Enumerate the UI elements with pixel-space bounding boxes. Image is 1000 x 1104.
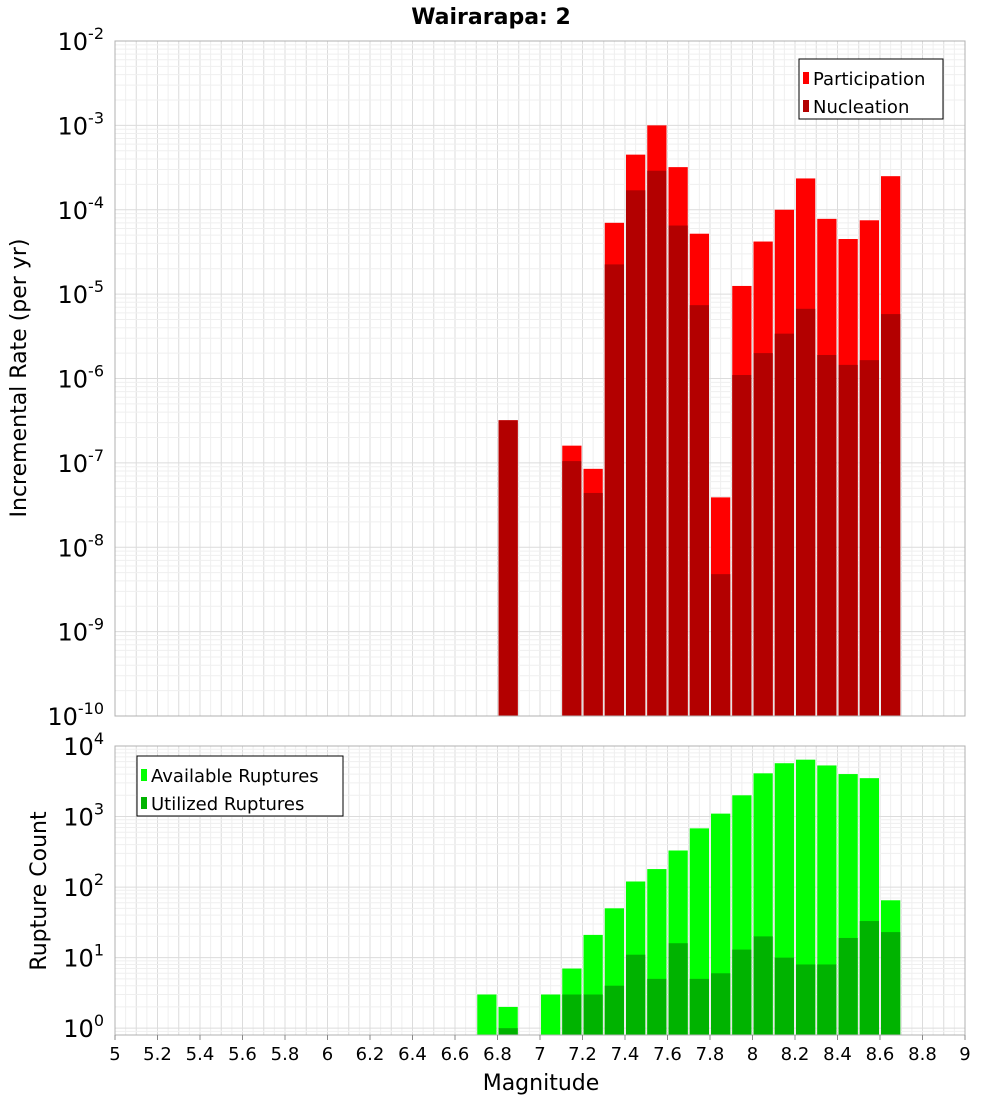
x-tick-label: 7.2 <box>568 1044 597 1065</box>
count-legend-label: Utilized Ruptures <box>151 794 304 815</box>
count-bar-available-ruptures <box>541 994 561 1035</box>
count-y-tick-label: 101 <box>63 941 104 973</box>
count-bar-available-ruptures <box>477 994 497 1035</box>
count-bar-utilized-ruptures <box>647 978 667 1035</box>
rate-bar-nucleation <box>626 190 646 716</box>
rate-bar-nucleation <box>838 364 858 716</box>
rate-bar-nucleation <box>689 305 709 716</box>
count-legend-swatch <box>141 769 147 781</box>
rate-bar-nucleation <box>796 308 816 716</box>
rate-y-tick-label: 10-9 <box>58 615 105 647</box>
count-bar-utilized-ruptures <box>604 985 624 1035</box>
x-tick-label: 6.8 <box>483 1044 512 1065</box>
count-bar-utilized-ruptures <box>498 1028 518 1035</box>
rate-legend-label: Nucleation <box>813 97 909 118</box>
rate-bar-nucleation <box>732 375 752 716</box>
count-bar-utilized-ruptures <box>668 943 688 1035</box>
count-bar-available-ruptures <box>498 1006 518 1035</box>
x-tick-label: 8.4 <box>823 1044 852 1065</box>
count-bar-utilized-ruptures <box>732 949 752 1035</box>
rate-legend-label: Participation <box>813 69 925 90</box>
count-bar-utilized-ruptures <box>881 932 901 1035</box>
x-tick-label: 8.6 <box>866 1044 895 1065</box>
count-legend-box <box>136 755 344 817</box>
x-tick-label: 5.8 <box>271 1044 300 1065</box>
x-tick-label: 8.2 <box>781 1044 810 1065</box>
rate-y-tick-label: 10-8 <box>58 530 105 562</box>
count-legend: Available Ruptures Utilized Ruptures <box>136 755 344 817</box>
count-y-tick-label: 104 <box>63 729 104 761</box>
x-tick-label: 9 <box>959 1044 970 1065</box>
rate-bar-nucleation <box>753 353 773 716</box>
magnitude-axis-label: Magnitude <box>483 1071 600 1096</box>
chart-title: Wairarapa: 2 <box>411 5 571 30</box>
count-bar-utilized-ruptures <box>817 964 837 1035</box>
count-y-tick-label: 103 <box>63 800 104 832</box>
rate-y-tick-label: 10-5 <box>58 277 105 309</box>
rate-bar-nucleation <box>562 461 582 716</box>
rate-y-tick-label: 10-2 <box>58 24 105 56</box>
rate-y-tick-label: 10-4 <box>58 193 105 225</box>
count-bar-utilized-ruptures <box>626 954 646 1035</box>
rate-y-tick-label: 10-6 <box>58 362 105 394</box>
rate-bar-nucleation <box>859 360 879 716</box>
x-tick-label: 6.2 <box>356 1044 385 1065</box>
rupture-count-axis-label: Rupture Count <box>27 811 52 971</box>
rate-bar-nucleation <box>668 225 688 716</box>
count-bar-utilized-ruptures <box>838 937 858 1035</box>
count-bar-utilized-ruptures <box>689 978 709 1035</box>
count-y-tick-label: 100 <box>63 1011 104 1043</box>
count-bar-utilized-ruptures <box>562 994 582 1035</box>
rate-plot-frame <box>114 40 966 717</box>
rate-bar-nucleation <box>604 264 624 716</box>
count-bar-utilized-ruptures <box>711 973 731 1035</box>
rate-plot: 10-10 10-9 10-8 10-7 10-6 10-5 10-4 10-3 10-2 Par… <box>47 24 966 731</box>
rate-axis-label: Incremental Rate (per yr) <box>7 239 32 518</box>
x-tick-label: 5.4 <box>186 1044 215 1065</box>
count-bar-utilized-ruptures <box>583 994 603 1035</box>
x-tick-label: 5.6 <box>228 1044 257 1065</box>
rate-bar-nucleation <box>881 314 901 716</box>
rate-bar-nucleation <box>711 574 731 716</box>
rate-bar-nucleation <box>498 420 518 716</box>
x-tick-label: 7.4 <box>611 1044 640 1065</box>
count-legend-swatch <box>141 797 147 809</box>
count-bar-utilized-ruptures <box>859 921 879 1035</box>
rate-bar-nucleation <box>774 333 794 716</box>
count-bar-utilized-ruptures <box>774 957 794 1035</box>
x-tick-label: 8 <box>747 1044 758 1065</box>
x-tick-label: 8.8 <box>908 1044 937 1065</box>
rate-legend-box <box>798 58 944 120</box>
x-tick-label: 6.4 <box>398 1044 427 1065</box>
x-tick-label: 6 <box>322 1044 333 1065</box>
rupture-count-plot: 100 101 102 103 104 5 5.2 5.4 5.6 5.8 6 6.2 6.4 6.6 6.… <box>63 729 970 1065</box>
rate-bar-nucleation <box>583 492 603 716</box>
x-tick-label: 6.6 <box>441 1044 470 1065</box>
x-tick-label: 7.6 <box>653 1044 682 1065</box>
rate-bar-nucleation <box>817 354 837 716</box>
x-tick-label: 7 <box>534 1044 545 1065</box>
count-legend-label: Available Ruptures <box>151 766 319 787</box>
rate-y-tick-label: 10-3 <box>58 108 105 140</box>
count-y-tick-label: 102 <box>63 870 104 902</box>
x-tick-label: 7.8 <box>696 1044 725 1065</box>
rate-legend: Participation Nucleation <box>798 58 944 120</box>
count-bar-utilized-ruptures <box>796 964 816 1035</box>
rate-y-tick-label: 10-10 <box>47 699 104 731</box>
rate-legend-swatch <box>803 72 809 84</box>
x-tick-label: 5.2 <box>143 1044 172 1065</box>
x-tick-label: 5 <box>109 1044 120 1065</box>
count-bar-utilized-ruptures <box>753 936 773 1035</box>
rate-y-tick-label: 10-7 <box>58 446 105 478</box>
rate-legend-swatch <box>803 100 809 112</box>
rate-bar-nucleation <box>647 170 667 716</box>
